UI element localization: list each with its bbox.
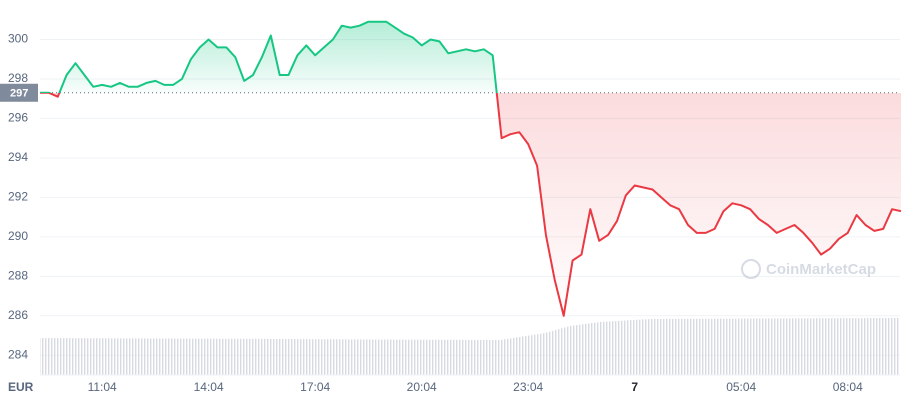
x-tick-label: 17:04	[300, 380, 330, 394]
x-tick-label: 7	[631, 380, 638, 394]
reference-label: 297	[10, 88, 28, 100]
x-tick-label: 14:04	[194, 380, 224, 394]
x-tick-label: 11:04	[88, 380, 117, 394]
watermark: CoinMarketCap	[741, 259, 876, 279]
reference-badge	[0, 83, 38, 102]
x-tick-label: 08:04	[833, 380, 863, 394]
area-fill	[40, 21, 901, 316]
y-tick-label: 286	[8, 308, 28, 322]
y-tick-label: 296	[8, 111, 28, 125]
price-line	[40, 20, 902, 317]
x-tick-label: 05:04	[726, 380, 756, 394]
y-tick-label: 284	[8, 347, 28, 361]
x-tick-label: 20:04	[407, 380, 437, 394]
y-tick-label: 300	[8, 32, 28, 46]
volume-bars	[40, 318, 900, 375]
x-axis-label: EUR	[8, 380, 34, 394]
y-tick-label: 290	[8, 229, 28, 243]
y-tick-label: 294	[8, 150, 28, 164]
y-tick-label: 292	[8, 190, 28, 204]
y-tick-label: 298	[8, 71, 28, 85]
watermark-text: CoinMarketCap	[766, 261, 876, 278]
x-tick-label: 23:04	[513, 380, 543, 394]
y-tick-label: 288	[8, 268, 28, 282]
